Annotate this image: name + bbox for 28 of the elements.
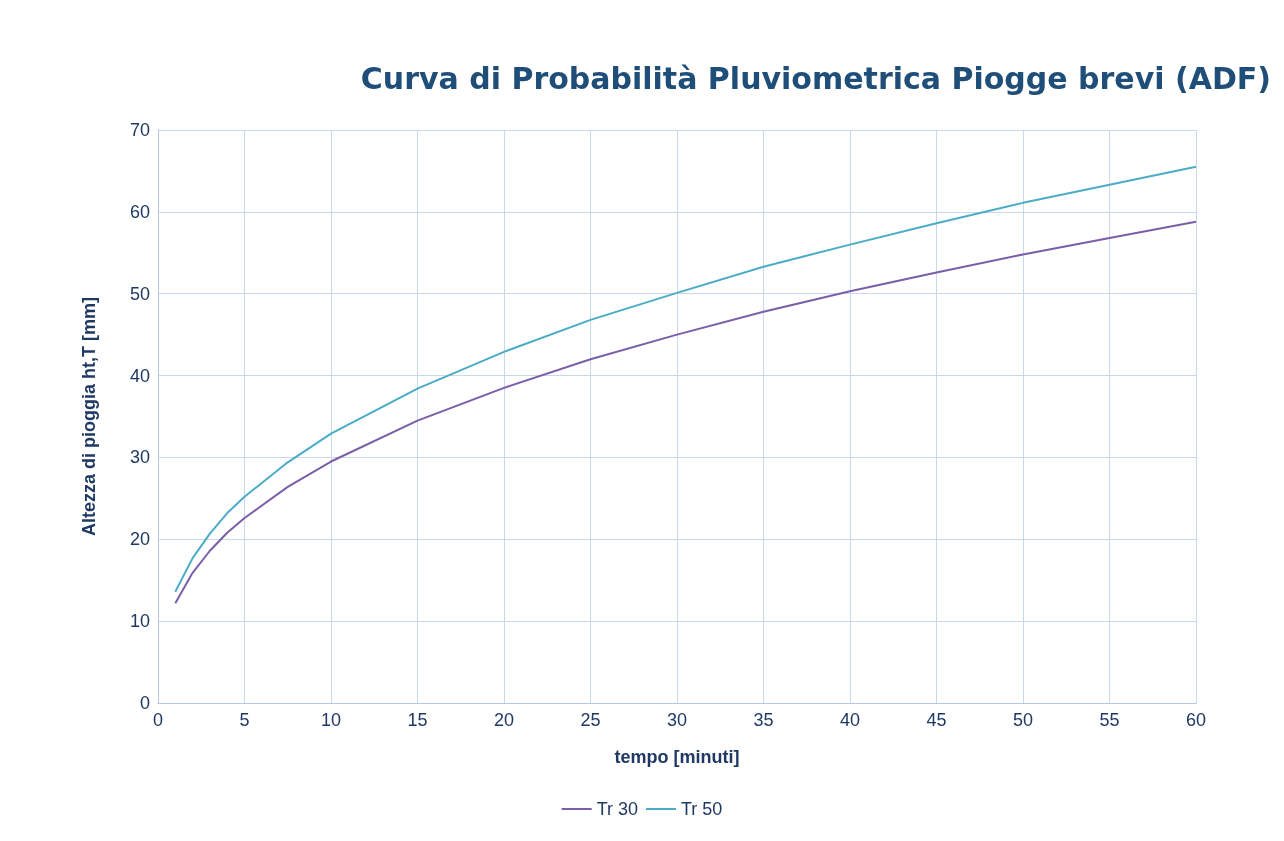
y-axis-title: Altezza di pioggia ht,T [mm]: [79, 297, 99, 536]
y-tick-label: 70: [129, 120, 150, 140]
x-tick-label: 20: [493, 710, 515, 730]
y-tick-label: 10: [129, 611, 150, 632]
y-tick-label: 50: [129, 283, 150, 304]
legend-label: Tr 50: [681, 799, 723, 819]
line-series: [174, 220, 1197, 605]
y-tick-label: 60: [129, 201, 150, 222]
x-tick-label: 45: [926, 710, 947, 730]
chart-title: Curva di Probabilità Pluviometrica Piogge brevi (ADF): [360, 60, 1272, 96]
y-tick-label: 30: [129, 447, 150, 468]
x-axis-title: tempo [minuti]: [614, 747, 740, 767]
y-tick-label: 20: [129, 529, 150, 550]
line-series: [174, 165, 1197, 593]
x-tick-label: 60: [1185, 710, 1207, 730]
x-tick-label: 25: [580, 710, 601, 730]
legend-label: Tr 30: [596, 799, 638, 819]
x-tick-label: 40: [839, 710, 861, 730]
x-tick-label: 50: [1012, 710, 1034, 730]
x-tick-label: 10: [320, 710, 342, 730]
x-tick-label: 15: [407, 710, 428, 730]
x-tick-label: 0: [152, 710, 164, 730]
x-tick-label: 5: [239, 710, 250, 730]
y-tick-label: 40: [129, 365, 150, 386]
x-tick-label: 55: [1099, 710, 1120, 730]
y-tick-label: 0: [139, 693, 150, 713]
x-tick-label: 35: [753, 710, 774, 730]
x-tick-label: 30: [666, 710, 688, 730]
